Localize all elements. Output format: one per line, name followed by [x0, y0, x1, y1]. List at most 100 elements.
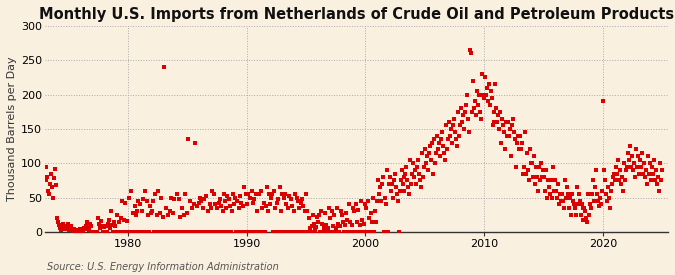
Point: [235, 194, 246, 198]
Point: [633, 171, 644, 176]
Point: [406, 182, 417, 186]
Point: [535, 178, 545, 183]
Point: [632, 154, 643, 159]
Point: [340, 223, 350, 227]
Point: [119, 201, 130, 205]
Text: Source: U.S. Energy Information Administration: Source: U.S. Energy Information Administ…: [47, 262, 279, 272]
Point: [460, 103, 471, 107]
Point: [192, 204, 202, 208]
Point: [171, 230, 182, 234]
Point: [537, 175, 547, 179]
Point: [254, 192, 265, 196]
Point: [574, 199, 585, 203]
Point: [240, 230, 250, 234]
Point: [486, 96, 497, 100]
Point: [338, 219, 348, 224]
Point: [607, 182, 618, 186]
Point: [76, 230, 86, 234]
Point: [128, 230, 139, 234]
Point: [491, 106, 502, 111]
Point: [78, 230, 88, 234]
Point: [530, 182, 541, 186]
Point: [239, 185, 250, 189]
Point: [392, 192, 402, 196]
Point: [220, 230, 231, 234]
Point: [200, 194, 211, 198]
Point: [515, 134, 526, 138]
Point: [165, 209, 176, 213]
Point: [59, 225, 70, 229]
Point: [519, 164, 530, 169]
Point: [439, 151, 450, 155]
Point: [201, 230, 212, 234]
Point: [639, 161, 649, 165]
Point: [333, 221, 344, 226]
Point: [654, 161, 665, 165]
Point: [211, 206, 222, 210]
Point: [244, 230, 254, 234]
Point: [375, 199, 386, 203]
Point: [43, 188, 54, 193]
Point: [558, 206, 569, 210]
Point: [454, 123, 465, 128]
Point: [88, 230, 99, 234]
Point: [286, 204, 297, 208]
Point: [139, 230, 150, 234]
Point: [167, 210, 178, 215]
Point: [543, 185, 554, 189]
Point: [298, 230, 309, 234]
Point: [127, 210, 138, 215]
Point: [293, 206, 304, 210]
Point: [271, 201, 282, 205]
Point: [42, 175, 53, 179]
Point: [435, 137, 446, 141]
Point: [58, 221, 69, 226]
Point: [123, 195, 134, 200]
Point: [182, 137, 193, 141]
Point: [92, 230, 103, 234]
Point: [131, 230, 142, 234]
Point: [471, 89, 482, 93]
Point: [313, 219, 324, 224]
Point: [236, 201, 247, 205]
Point: [498, 123, 509, 128]
Point: [226, 230, 237, 234]
Point: [177, 206, 188, 210]
Point: [342, 217, 352, 222]
Point: [458, 127, 469, 131]
Point: [158, 214, 169, 219]
Point: [331, 226, 342, 231]
Point: [284, 194, 294, 198]
Point: [499, 130, 510, 134]
Point: [124, 230, 135, 234]
Point: [545, 192, 556, 196]
Point: [150, 192, 161, 196]
Point: [653, 188, 664, 193]
Point: [443, 137, 454, 141]
Point: [403, 185, 414, 189]
Point: [149, 230, 160, 234]
Point: [324, 206, 335, 210]
Point: [219, 199, 230, 203]
Point: [414, 171, 425, 176]
Point: [516, 147, 526, 152]
Point: [277, 230, 288, 234]
Point: [84, 228, 95, 232]
Point: [641, 182, 652, 186]
Point: [382, 230, 393, 234]
Point: [53, 219, 63, 224]
Point: [256, 206, 267, 210]
Point: [122, 219, 132, 223]
Point: [275, 209, 286, 213]
Point: [40, 164, 51, 169]
Point: [328, 224, 339, 229]
Point: [332, 206, 343, 210]
Point: [306, 224, 317, 229]
Point: [330, 230, 341, 234]
Point: [578, 206, 589, 210]
Point: [380, 202, 391, 207]
Point: [517, 141, 528, 145]
Point: [449, 116, 460, 121]
Point: [95, 226, 105, 231]
Point: [614, 178, 624, 183]
